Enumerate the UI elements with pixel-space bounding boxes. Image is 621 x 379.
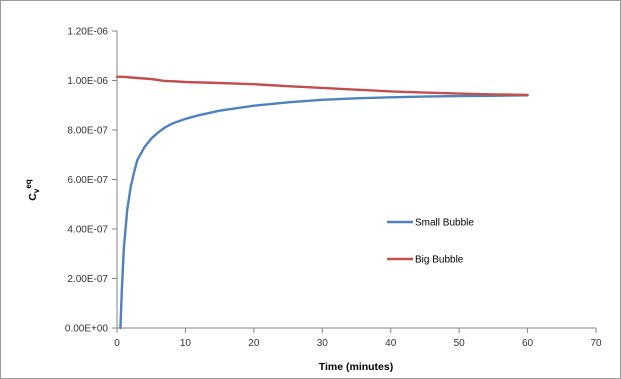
x-tick-labels: 0 10 20 30 40 50 60 70 — [114, 338, 602, 349]
x-tick-label: 70 — [590, 338, 602, 349]
x-tick-label: 50 — [454, 338, 466, 349]
y-tick-label: 1.20E-06 — [67, 27, 108, 38]
y-axis-title-main: C — [27, 193, 39, 201]
x-tick-label: 0 — [114, 338, 120, 349]
series-line-big-bubble — [115, 75, 529, 97]
x-tick-label: 30 — [317, 338, 329, 349]
y-tick-label: 1.00E-06 — [67, 76, 108, 87]
y-tick-label: 6.00E-07 — [67, 175, 108, 186]
y-axis-title-sub: v — [32, 188, 41, 193]
legend: Small Bubble Big Bubble — [387, 218, 474, 266]
axes — [112, 30, 597, 333]
x-tick-label: 60 — [522, 338, 534, 349]
y-tick-labels: 0.00E+00 2.00E-07 4.00E-07 6.00E-07 8.00E-07… — [65, 27, 109, 335]
legend-label-big-bubble: Big Bubble — [415, 255, 464, 266]
y-axis-title: Cveq — [24, 179, 41, 200]
y-tick-label: 2.00E-07 — [67, 274, 108, 285]
series-line-small-bubble — [119, 94, 529, 330]
x-tick-label: 40 — [385, 338, 397, 349]
x-tick-label: 20 — [248, 338, 260, 349]
x-tick-label: 10 — [180, 338, 192, 349]
y-tick-label: 0.00E+00 — [65, 324, 109, 335]
y-tick-label: 4.00E-07 — [67, 225, 108, 236]
y-tick-label: 8.00E-07 — [67, 126, 108, 137]
y-axis-title-sup: eq — [24, 179, 33, 188]
x-axis-title: Time (minutes) — [319, 361, 393, 373]
series-layer — [115, 75, 529, 330]
legend-label-small-bubble: Small Bubble — [415, 218, 474, 229]
